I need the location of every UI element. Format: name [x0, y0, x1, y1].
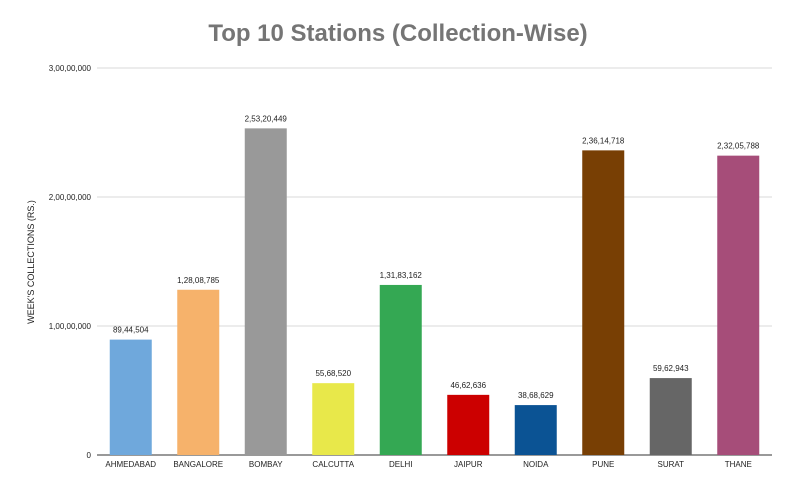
- data-label: 1,31,83,162: [380, 271, 423, 280]
- y-tick-label: 2,00,00,000: [49, 193, 92, 202]
- bar: [514, 405, 557, 455]
- data-label: 59,62,943: [653, 364, 689, 373]
- bar: [447, 394, 490, 455]
- x-tick-label: BANGALORE: [173, 460, 223, 469]
- x-tick-label: CALCUTTA: [312, 460, 354, 469]
- data-label: 46,62,636: [450, 381, 486, 390]
- data-label: 55,68,520: [315, 369, 351, 378]
- bar: [312, 383, 355, 455]
- bar: [649, 378, 692, 455]
- data-label: 2,36,14,718: [582, 136, 625, 145]
- bar: [379, 284, 422, 455]
- x-tick-label: NOIDA: [523, 460, 549, 469]
- x-tick-label: BOMBAY: [249, 460, 283, 469]
- y-tick-label: 1,00,00,000: [49, 322, 92, 331]
- x-tick-label: SURAT: [657, 460, 684, 469]
- bar: [244, 128, 287, 455]
- x-tick-label: AHMEDABAD: [105, 460, 156, 469]
- data-label: 2,32,05,788: [717, 142, 760, 151]
- chart-title: Top 10 Stations (Collection-Wise): [208, 20, 588, 47]
- y-tick-label: 3,00,00,000: [49, 64, 92, 73]
- data-label: 1,28,08,785: [177, 276, 220, 285]
- bar: [177, 289, 220, 455]
- data-label: 38,68,629: [518, 391, 554, 400]
- x-tick-label: THANE: [725, 460, 752, 469]
- bar: [109, 339, 152, 455]
- data-label: 89,44,504: [113, 326, 149, 335]
- y-tick-label: 0: [87, 451, 92, 460]
- data-label: 2,53,20,449: [245, 114, 288, 123]
- x-tick-label: PUNE: [592, 460, 614, 469]
- x-tick-label: DELHI: [389, 460, 413, 469]
- x-tick-label: JAIPUR: [454, 460, 483, 469]
- bar: [717, 155, 760, 456]
- bar: [582, 150, 625, 456]
